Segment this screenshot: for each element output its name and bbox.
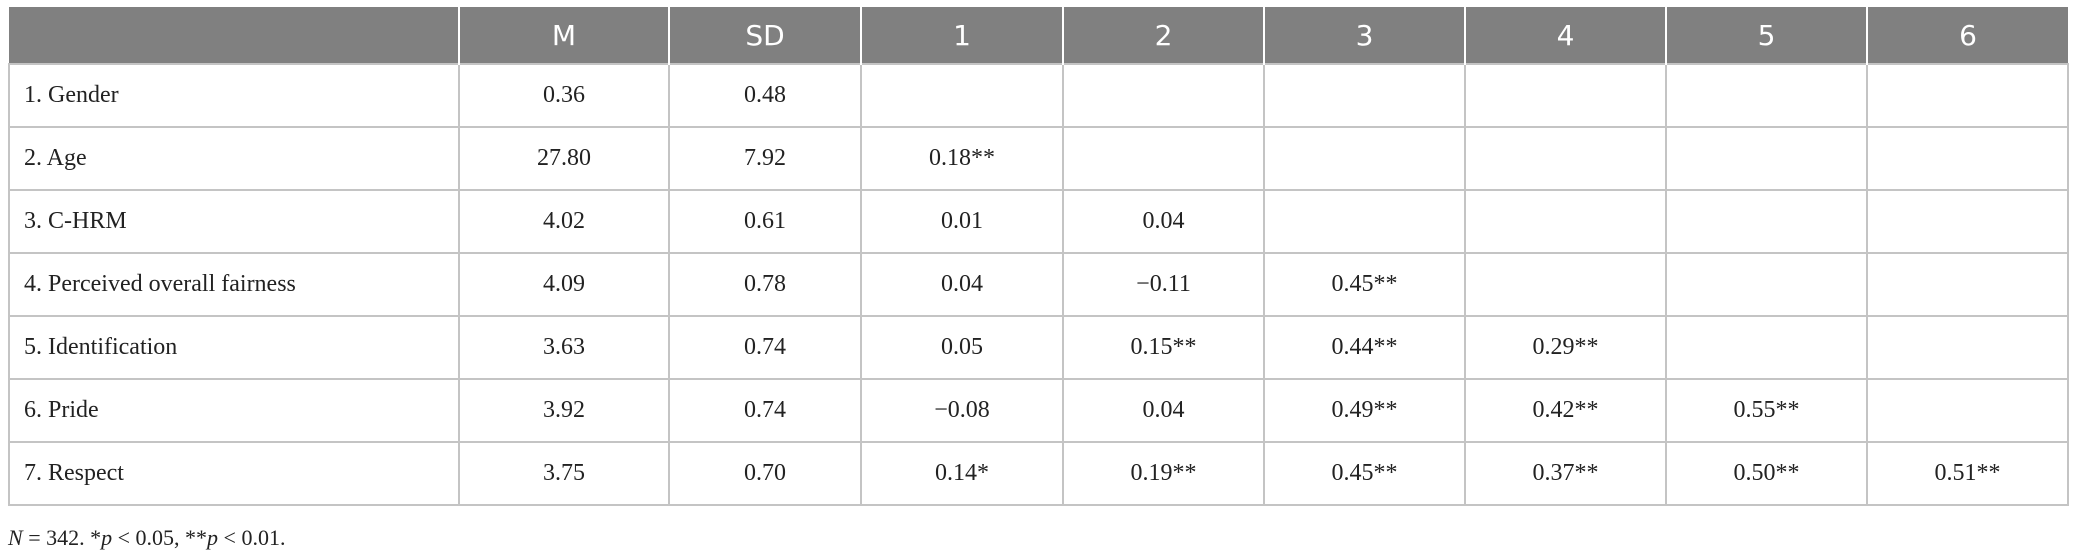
footnote-part: p [101, 525, 113, 550]
cell: 0.37** [1464, 441, 1667, 506]
footnote-part: N [8, 525, 23, 550]
header-cell: M [458, 7, 669, 64]
footnote-part: = 342. * [22, 525, 102, 550]
cell: 4.09 [458, 252, 670, 317]
empty-cell [1665, 126, 1868, 191]
empty-cell [1665, 252, 1868, 317]
empty-cell [1866, 252, 2069, 317]
empty-cell [1464, 189, 1667, 254]
empty-cell [1866, 378, 2069, 443]
cell: −0.08 [860, 378, 1064, 443]
table-row: 3. C-HRM 4.02 0.61 0.01 0.04 [8, 189, 2069, 254]
empty-cell [1665, 315, 1868, 380]
table-row: 4. Perceived overall fairness 4.09 0.78 0.0… [8, 252, 2069, 317]
cell: 0.15** [1062, 315, 1265, 380]
cell: 0.44** [1263, 315, 1466, 380]
header-cell: SD [668, 7, 861, 64]
empty-cell [1464, 252, 1667, 317]
cell: 0.14* [860, 441, 1064, 506]
cell: 0.36 [458, 63, 670, 128]
row-label: 4. Perceived overall fairness [8, 252, 460, 317]
cell: 0.55** [1665, 378, 1868, 443]
empty-cell [1062, 126, 1265, 191]
row-label: 2. Age [8, 126, 460, 191]
cell: 0.74 [668, 378, 862, 443]
header-cell: 1 [860, 7, 1063, 64]
cell: 0.05 [860, 315, 1064, 380]
table-body: 1. Gender 0.36 0.48 2. Age 27.80 7.92 0.18** 3.… [8, 63, 2069, 506]
cell: 0.78 [668, 252, 862, 317]
table-row: 1. Gender 0.36 0.48 [8, 63, 2069, 128]
cell: 4.02 [458, 189, 670, 254]
empty-cell [1263, 189, 1466, 254]
cell: −0.11 [1062, 252, 1265, 317]
cell: 3.92 [458, 378, 670, 443]
footnote: N = 342. *p < 0.05, **p < 0.01. [8, 525, 285, 551]
header-cell [8, 7, 459, 64]
header-cell: 4 [1464, 7, 1666, 64]
empty-cell [1866, 315, 2069, 380]
empty-cell [860, 63, 1064, 128]
footnote-part: p [207, 525, 219, 550]
header-cell: 2 [1062, 7, 1264, 64]
data-table: M SD 1 2 3 4 5 6 1. Gender 0.36 0.48 2. Age 27.80 7.… [8, 7, 2069, 506]
empty-cell [1665, 189, 1868, 254]
cell: 0.19** [1062, 441, 1265, 506]
row-label: 1. Gender [8, 63, 460, 128]
empty-cell [1263, 126, 1466, 191]
empty-cell [1665, 63, 1868, 128]
cell: 0.04 [1062, 378, 1265, 443]
cell: 0.70 [668, 441, 862, 506]
empty-cell [1866, 63, 2069, 128]
cell: 0.61 [668, 189, 862, 254]
cell: 0.51** [1866, 441, 2069, 506]
cell: 0.42** [1464, 378, 1667, 443]
empty-cell [1263, 63, 1466, 128]
cell: 0.04 [860, 252, 1064, 317]
cell: 0.18** [860, 126, 1064, 191]
cell: 7.92 [668, 126, 862, 191]
cell: 0.74 [668, 315, 862, 380]
cell: 0.48 [668, 63, 862, 128]
row-label: 3. C-HRM [8, 189, 460, 254]
cell: 3.75 [458, 441, 670, 506]
header-cell: 5 [1665, 7, 1867, 64]
empty-cell [1866, 189, 2069, 254]
table-row: 6. Pride 3.92 0.74 −0.08 0.04 0.49** 0.42** 0.5… [8, 378, 2069, 443]
cell: 0.50** [1665, 441, 1868, 506]
cell: 0.45** [1263, 252, 1466, 317]
cell: 0.29** [1464, 315, 1667, 380]
cell: 0.01 [860, 189, 1064, 254]
empty-cell [1464, 63, 1667, 128]
row-label: 5. Identification [8, 315, 460, 380]
row-label: 7. Respect [8, 441, 460, 506]
footnote-part: < 0.05, ** [112, 525, 208, 550]
header-cell: 6 [1866, 7, 2068, 64]
cell: 27.80 [458, 126, 670, 191]
cell: 0.45** [1263, 441, 1466, 506]
empty-cell [1464, 126, 1667, 191]
cell: 0.49** [1263, 378, 1466, 443]
row-label: 6. Pride [8, 378, 460, 443]
header-cell: 3 [1263, 7, 1465, 64]
header-row: M SD 1 2 3 4 5 6 [8, 7, 2068, 64]
table-row: 2. Age 27.80 7.92 0.18** [8, 126, 2069, 191]
empty-cell [1062, 63, 1265, 128]
empty-cell [1866, 126, 2069, 191]
table-row: 7. Respect 3.75 0.70 0.14* 0.19** 0.45** 0.37*… [8, 441, 2069, 506]
footnote-part: < 0.01. [218, 525, 286, 550]
cell: 3.63 [458, 315, 670, 380]
table-row: 5. Identification 3.63 0.74 0.05 0.15** 0.44*… [8, 315, 2069, 380]
cell: 0.04 [1062, 189, 1265, 254]
